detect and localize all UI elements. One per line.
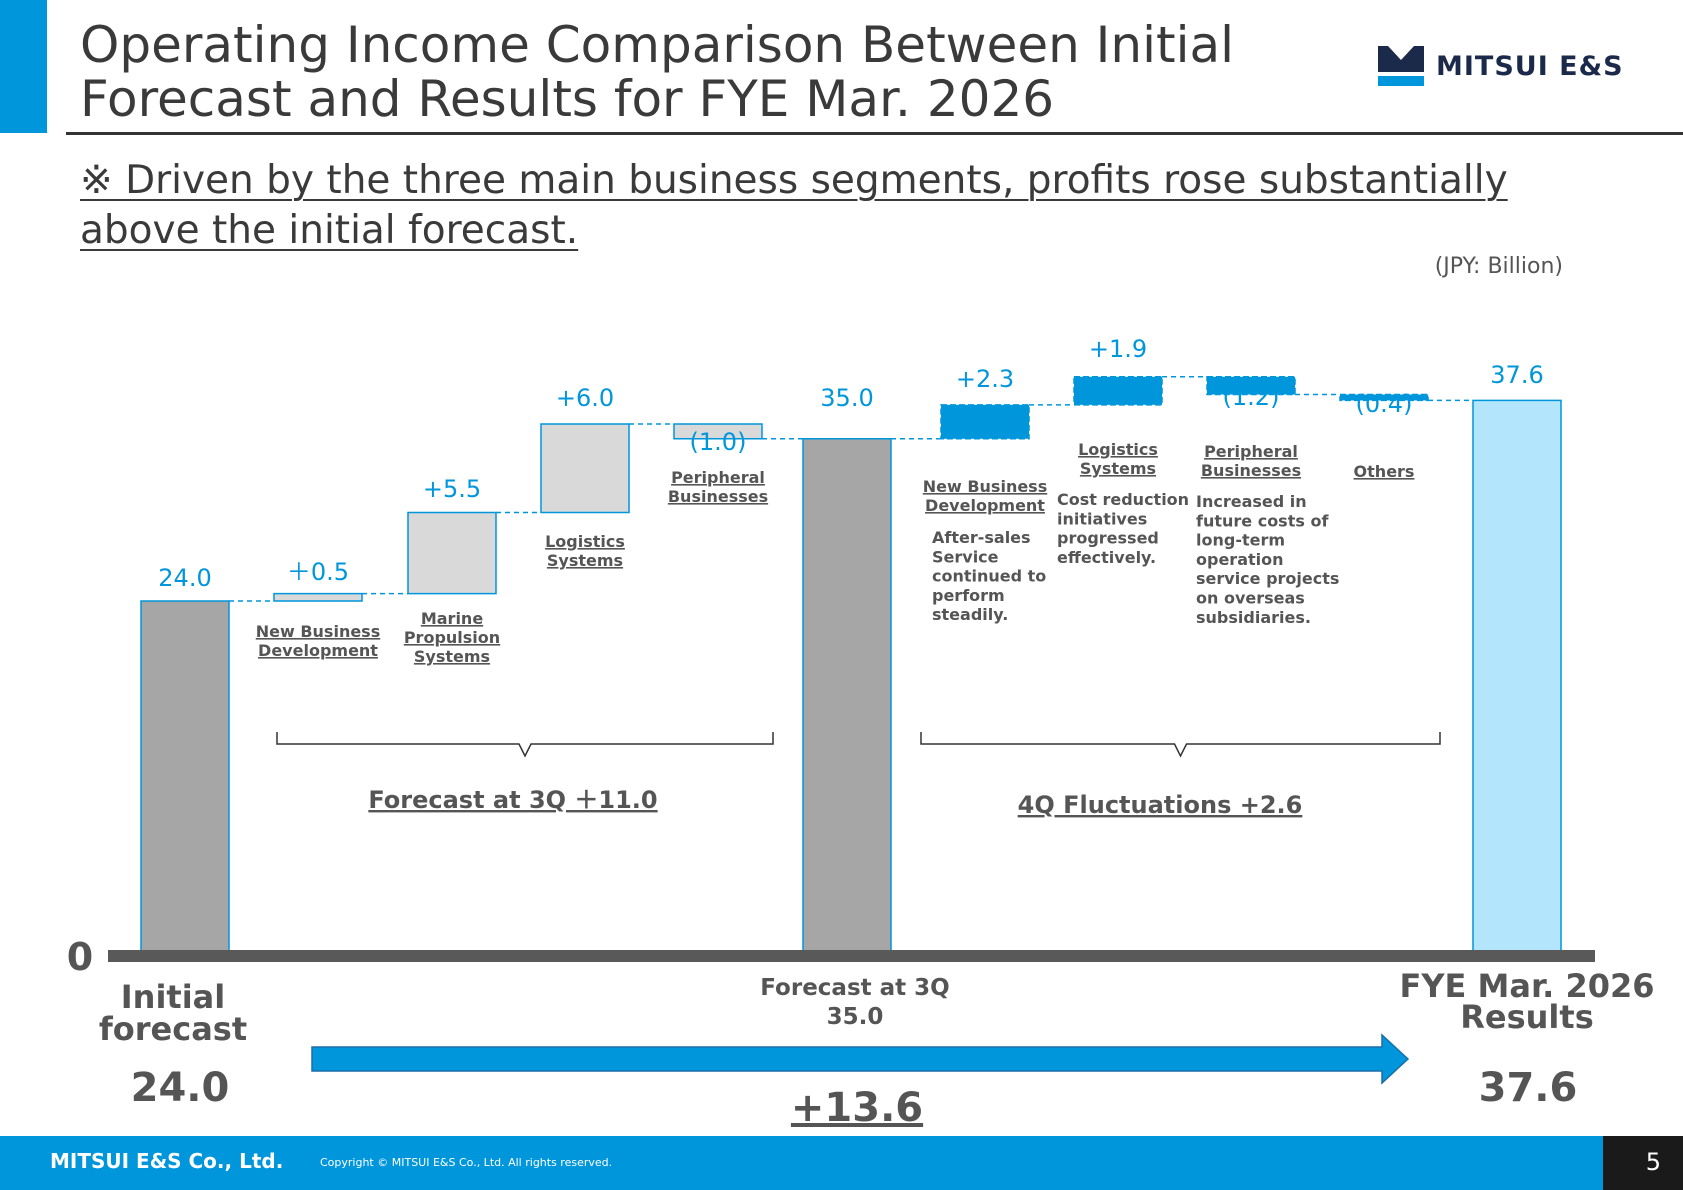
brace-4q — [920, 732, 1441, 758]
bar-delta-4q-8 — [1206, 376, 1296, 396]
group-label-4q: 4Q Fluctuations +2.6 — [1018, 791, 1303, 819]
bar-note: After-sales Service continued to perform ste… — [932, 528, 1046, 624]
category-label: Others — [1354, 462, 1415, 481]
bar-note: Cost reduction initiatives progressed effec… — [1057, 490, 1189, 567]
bar-total-5 — [802, 438, 892, 956]
footer-copyright: Copyright © MITSUI E&S Co., Ltd. All rig… — [320, 1156, 613, 1169]
zero-label: 0 — [67, 935, 93, 979]
value-label: 24.0 — [158, 564, 211, 592]
brace-3q — [276, 732, 774, 758]
bar-delta-3q-4 — [673, 423, 763, 440]
subtitle-note: ※ Driven by the three main business segm… — [80, 156, 1580, 256]
logo-text: MITSUI E&S — [1436, 50, 1624, 82]
page-number-box: 5 — [1603, 1136, 1683, 1190]
bar-delta-4q-7 — [1073, 376, 1163, 406]
footer: MITSUI E&S Co., Ltd. Copyright © MITSUI … — [0, 1136, 1683, 1190]
company-logo: MITSUI E&S — [1378, 46, 1624, 86]
footer-company: MITSUI E&S Co., Ltd. — [50, 1149, 284, 1173]
category-label: Peripheral Businesses — [1201, 442, 1301, 480]
bar-delta-4q-6 — [940, 404, 1030, 440]
value-label: (1.0) — [690, 428, 747, 456]
value-label: +1.9 — [1089, 335, 1147, 363]
value-label: 37.6 — [1490, 361, 1543, 389]
subtitle-text: ※ Driven by the three main business segm… — [80, 158, 1508, 253]
title-accent-bar — [0, 0, 47, 133]
bar-result-10 — [1472, 399, 1562, 956]
bar-delta-3q-3 — [540, 423, 630, 514]
category-label: Marine Propulsion Systems — [404, 609, 500, 666]
value-label: (1.2) — [1223, 383, 1280, 411]
category-label: New Business Development — [923, 477, 1047, 515]
baseline-axis — [108, 950, 1595, 962]
page-number: 5 — [1645, 1148, 1661, 1176]
value-label: ＋0.5 — [287, 558, 349, 586]
value-label: 35.0 — [820, 384, 873, 412]
bar-note: Increased in future costs of long-term oper… — [1196, 492, 1339, 627]
page-title: Operating Income Comparison Between Init… — [80, 16, 1235, 128]
forecast-3q-label: Forecast at 3Q 35.0 — [760, 975, 949, 1030]
category-label: Logistics Systems — [1078, 440, 1158, 478]
total-change-value: +13.6 — [791, 1085, 923, 1131]
value-label: +5.5 — [423, 475, 481, 503]
value-label: +2.3 — [956, 365, 1014, 393]
value-label: (0.4) — [1356, 390, 1413, 418]
bar-delta-3q-1 — [273, 592, 363, 602]
initial-forecast-value: 24.0 — [131, 1065, 230, 1111]
logo-mark-icon — [1378, 46, 1424, 86]
value-label: +6.0 — [556, 384, 614, 412]
unit-label: (JPY: Billion) — [1434, 254, 1563, 279]
waterfall-chart: 24.0 ＋0.5 +5.5 +6.0 (1.0) 35.0 +2.3 +1.9 (1.2) (0… — [67, 335, 1655, 1131]
initial-forecast-label: Initial forecast — [99, 978, 247, 1048]
group-label-3q: Forecast at 3Q ＋11.0 — [368, 786, 657, 814]
category-label: New Business Development — [256, 622, 380, 660]
results-value: 37.6 — [1479, 1065, 1578, 1111]
total-change-arrow-icon — [311, 1033, 1410, 1085]
bar-delta-3q-2 — [407, 511, 497, 595]
results-label: FYE Mar. 2026 Results — [1399, 967, 1654, 1036]
bar-delta-4q-9 — [1339, 393, 1429, 402]
title-divider — [66, 132, 1683, 135]
category-label: Logistics Systems — [545, 532, 625, 570]
category-label: Peripheral Businesses — [668, 468, 768, 506]
bar-total-0 — [140, 600, 230, 956]
